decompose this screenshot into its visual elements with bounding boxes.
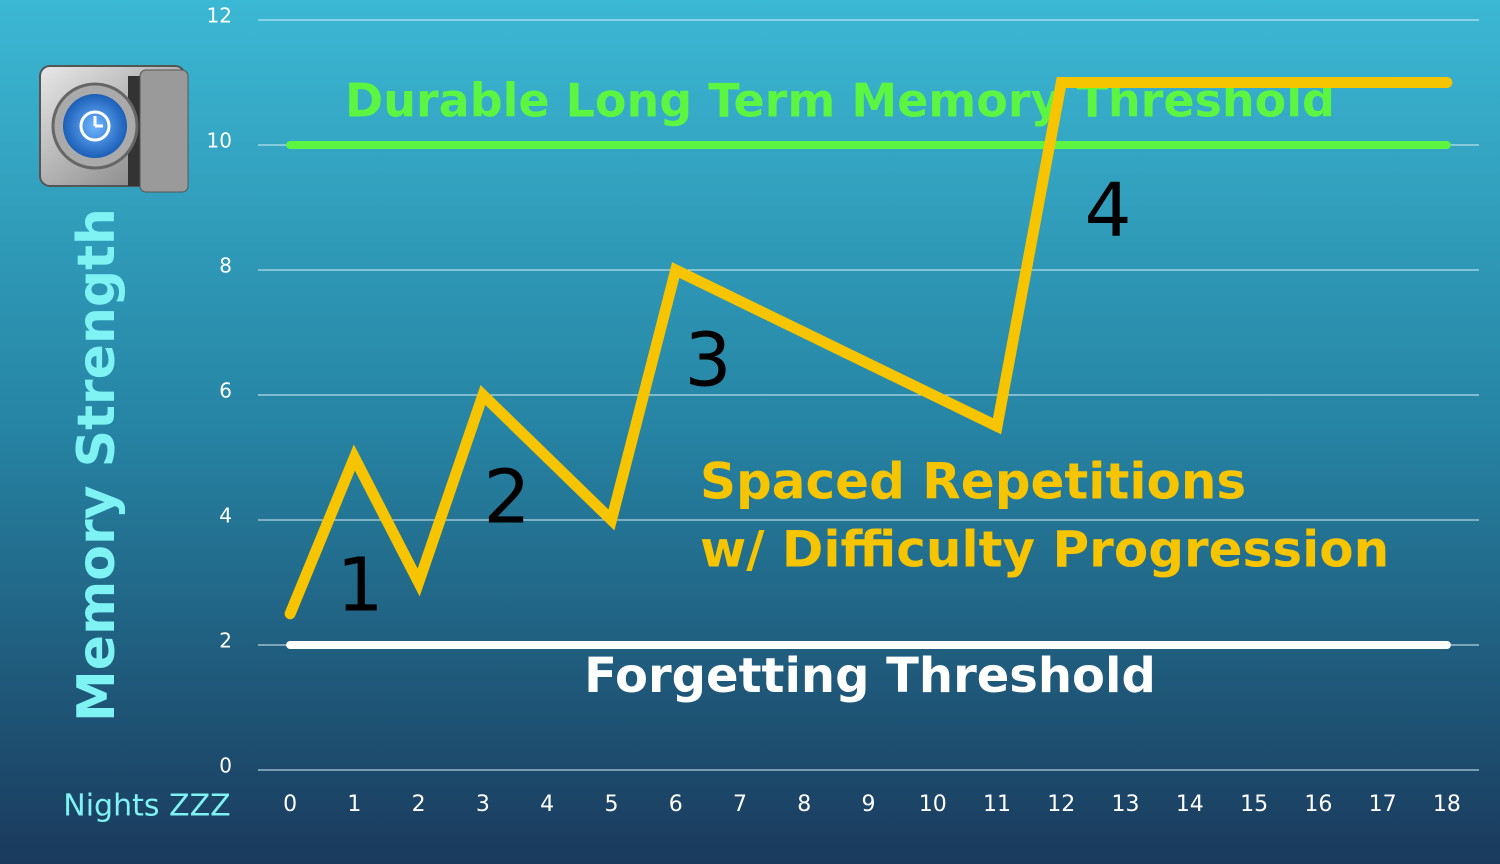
x-tick-label: 18 (1433, 792, 1461, 817)
annotation: 1 (336, 543, 383, 629)
y-tick-label: 0 (219, 754, 232, 778)
annotation: Spaced Repetitions (700, 453, 1246, 511)
annotation: 3 (684, 318, 731, 404)
x-tick-label: 11 (983, 792, 1011, 817)
y-axis-label: Memory Strength (67, 208, 127, 722)
x-tick-label: 0 (283, 792, 297, 817)
y-tick-label: 8 (219, 254, 232, 278)
annotation: w/ Difficulty Progression (700, 521, 1389, 579)
x-tick-label: 1 (347, 792, 361, 817)
safe-icon (39, 65, 189, 193)
x-tick-label: 2 (412, 792, 426, 817)
x-tick-label: 17 (1369, 792, 1397, 817)
annotation: 2 (483, 455, 530, 541)
y-tick-label: 4 (219, 504, 232, 528)
x-tick-label: 14 (1176, 792, 1204, 817)
x-tick-label: 15 (1240, 792, 1268, 817)
x-tick-label: 13 (1112, 792, 1140, 817)
x-tick-label: 4 (540, 792, 554, 817)
x-tick-label: 8 (797, 792, 811, 817)
threshold-label: Forgetting Threshold (584, 648, 1156, 704)
x-axis-label: Nights ZZZ (63, 789, 230, 824)
y-tick-label: 6 (219, 379, 232, 403)
x-tick-label: 10 (919, 792, 947, 817)
y-tick-label: 2 (219, 629, 232, 653)
annotation: 4 (1084, 168, 1131, 254)
x-tick-label: 3 (476, 792, 490, 817)
data-line (284, 77, 1453, 620)
x-tick-label: 7 (733, 792, 747, 817)
x-tick-label: 9 (862, 792, 876, 817)
x-tick-label: 16 (1304, 792, 1332, 817)
y-tick-label: 10 (207, 129, 232, 153)
x-tick-label: 6 (669, 792, 683, 817)
y-tick-label: 12 (207, 4, 232, 28)
x-tick-label: 12 (1047, 792, 1075, 817)
x-tick-label: 5 (604, 792, 618, 817)
